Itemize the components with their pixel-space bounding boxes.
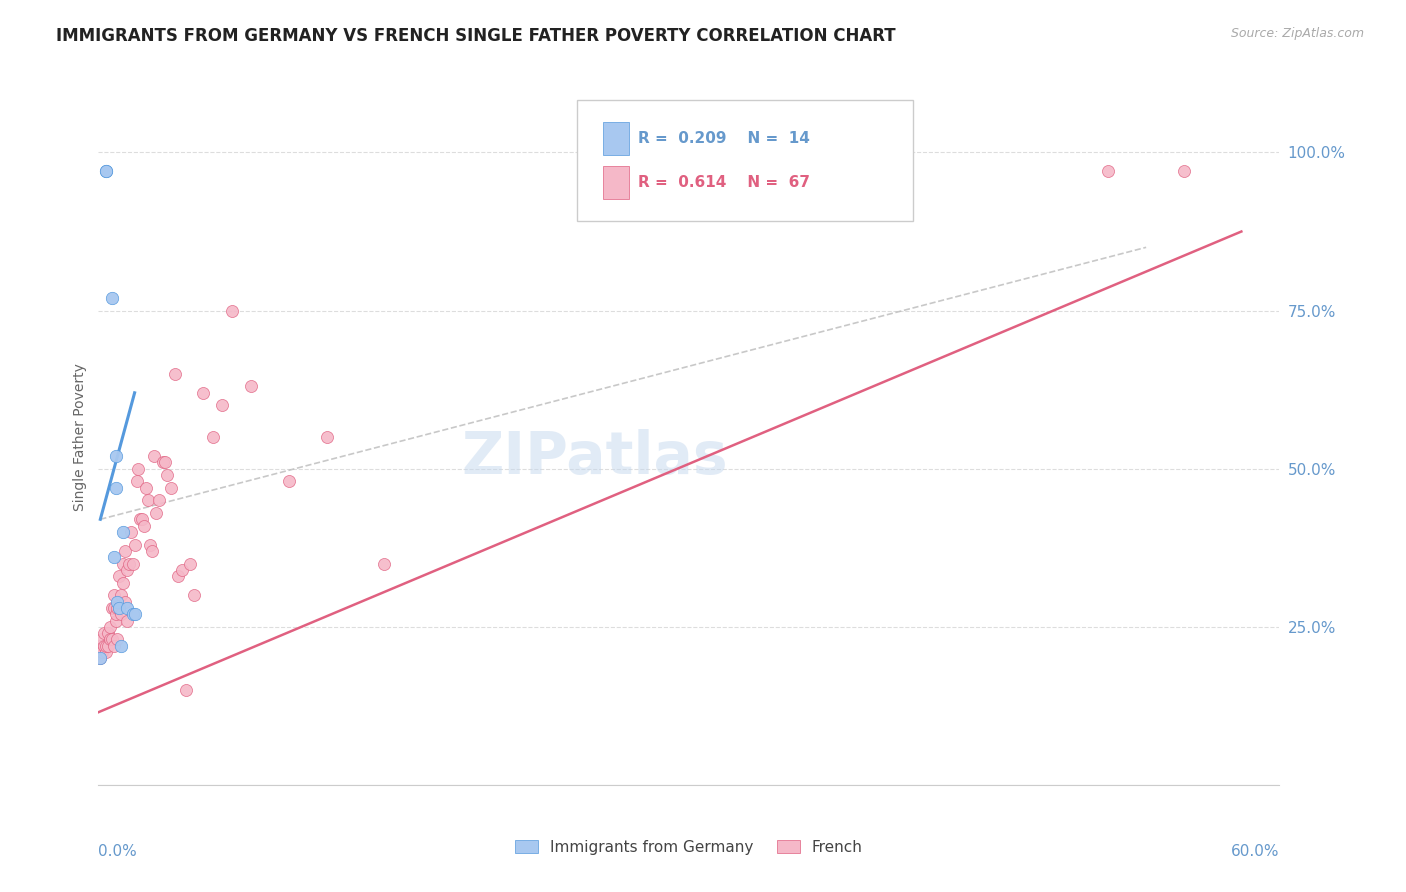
Point: [110, 588, 132, 602]
Point: [145, 506, 167, 520]
Point: [115, 600, 138, 615]
Point: [124, 538, 146, 552]
Point: [94, 639, 117, 653]
Point: [93, 626, 115, 640]
Point: [103, 550, 125, 565]
Point: [91, 632, 114, 647]
Point: [97, 626, 120, 640]
Point: [112, 524, 135, 539]
Point: [174, 683, 197, 698]
Point: [89, 639, 111, 653]
Point: [103, 588, 125, 602]
Point: [142, 449, 165, 463]
Point: [136, 493, 159, 508]
Point: [152, 455, 174, 469]
Point: [107, 632, 129, 647]
Point: [110, 607, 132, 622]
Y-axis label: Single Father Poverty: Single Father Poverty: [73, 363, 87, 511]
Point: [239, 379, 262, 393]
Point: [211, 399, 233, 413]
Point: [91, 645, 114, 659]
Point: [115, 563, 138, 577]
Point: [131, 512, 153, 526]
Point: [93, 639, 115, 653]
Bar: [603, 166, 628, 199]
Point: [110, 639, 132, 653]
Point: [277, 475, 299, 489]
Point: [107, 594, 129, 608]
Point: [98, 632, 121, 647]
Point: [108, 569, 131, 583]
Point: [108, 600, 131, 615]
Point: [159, 481, 181, 495]
Point: [104, 607, 127, 622]
Point: [134, 518, 156, 533]
Point: [104, 614, 127, 628]
Point: [121, 607, 143, 622]
Text: IMMIGRANTS FROM GERMANY VS FRENCH SINGLE FATHER POVERTY CORRELATION CHART: IMMIGRANTS FROM GERMANY VS FRENCH SINGLE…: [56, 27, 896, 45]
Point: [121, 557, 143, 571]
Point: [118, 557, 141, 571]
Text: Source: ZipAtlas.com: Source: ZipAtlas.com: [1230, 27, 1364, 40]
Point: [108, 600, 131, 615]
Text: ZIPatlas: ZIPatlas: [461, 429, 728, 486]
Point: [193, 385, 215, 400]
Point: [100, 632, 122, 647]
Point: [114, 544, 136, 558]
Point: [103, 639, 125, 653]
Point: [163, 367, 186, 381]
Point: [104, 481, 127, 495]
Text: 60.0%: 60.0%: [1232, 844, 1279, 859]
Point: [114, 594, 136, 608]
Point: [124, 607, 146, 622]
Point: [153, 455, 176, 469]
Point: [221, 303, 243, 318]
Point: [115, 614, 138, 628]
Point: [141, 544, 163, 558]
Point: [89, 651, 111, 665]
Point: [94, 164, 117, 178]
Point: [120, 524, 142, 539]
Point: [1097, 164, 1119, 178]
Point: [97, 639, 120, 653]
Text: 0.0%: 0.0%: [98, 844, 138, 859]
Point: [156, 468, 179, 483]
Point: [100, 600, 122, 615]
Point: [373, 557, 395, 571]
Point: [100, 291, 122, 305]
Point: [125, 475, 148, 489]
Point: [183, 588, 205, 602]
Point: [89, 651, 111, 665]
Point: [167, 569, 190, 583]
Point: [127, 461, 149, 475]
Text: R =  0.209    N =  14: R = 0.209 N = 14: [638, 131, 810, 146]
Point: [112, 557, 135, 571]
Point: [107, 600, 129, 615]
Bar: [603, 122, 628, 155]
Point: [148, 493, 170, 508]
Point: [172, 563, 194, 577]
Point: [201, 430, 224, 444]
Text: R =  0.614    N =  67: R = 0.614 N = 67: [638, 175, 810, 190]
Point: [135, 481, 157, 495]
Point: [316, 430, 339, 444]
Point: [1173, 164, 1195, 178]
Point: [129, 512, 152, 526]
Point: [103, 600, 125, 615]
Point: [112, 575, 135, 590]
Point: [104, 449, 127, 463]
Point: [94, 164, 117, 178]
Point: [94, 645, 117, 659]
FancyBboxPatch shape: [576, 100, 914, 221]
Point: [179, 557, 201, 571]
Point: [139, 538, 162, 552]
Legend: Immigrants from Germany, French: Immigrants from Germany, French: [509, 833, 869, 861]
Point: [98, 620, 121, 634]
